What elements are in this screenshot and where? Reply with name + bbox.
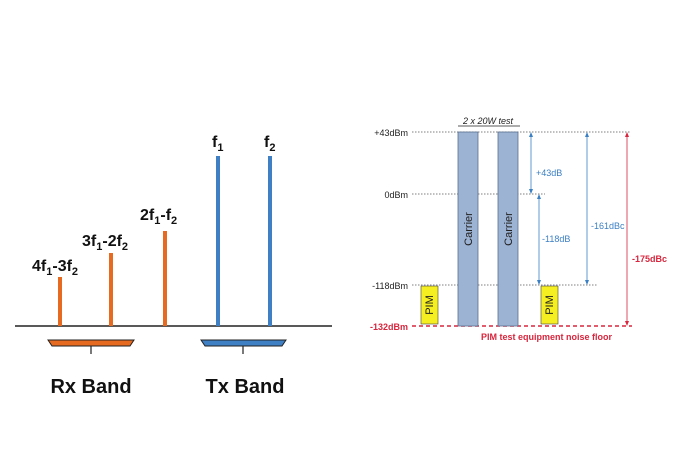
carrier-label-1: Carrier [463, 212, 475, 246]
tx-band-label: Tx Band [206, 376, 285, 398]
dim-arrow-175-head-top [625, 132, 629, 137]
level-label-top: +43dBm [374, 128, 408, 138]
dim-arrow-161-head-top [585, 132, 589, 137]
level-label-floor: -132dBm [370, 322, 408, 332]
carrier-bar-2 [497, 131, 519, 327]
rx-band-bracket [47, 339, 135, 347]
tone-label-4f1-3f2: 4f1-3f2 [32, 258, 78, 278]
tone-bar-f1 [216, 156, 220, 326]
tone-bar-2f1-f2 [163, 231, 167, 326]
tone-bar-f2 [268, 156, 272, 326]
level-label-pim: -118dBm [372, 281, 408, 291]
tone-label-f1: f1 [212, 134, 223, 154]
pim-label-left: PIM [424, 295, 436, 315]
tx-band-bracket [200, 339, 287, 347]
dim-arrow-161-head-bottom [585, 280, 589, 285]
dim-arrow-118-head-top [537, 194, 541, 199]
tone-bar-3f1-2f2 [109, 253, 113, 326]
tone-label-3f1-2f2: 3f1-2f2 [82, 233, 128, 253]
noise-floor-label: PIM test equipment noise floor [481, 332, 613, 342]
tone-label-2f1-f2: 2f1-f2 [140, 207, 177, 227]
dim-label-175: -175dBc [632, 254, 667, 264]
rx-band-label: Rx Band [50, 376, 131, 398]
dim-label-118: -118dB [542, 234, 570, 244]
tone-bar-4f1-3f2 [58, 277, 62, 326]
dim-arrow-43-head-top [529, 132, 533, 137]
carrier-label-2: Carrier [503, 212, 515, 246]
pim-label-right: PIM [544, 295, 556, 315]
dim-arrow-43-head-bottom [529, 189, 533, 194]
pim-box-right [540, 285, 559, 325]
test-title: 2 x 20W test [462, 116, 514, 126]
pim-box-left [420, 285, 439, 325]
dim-label-161: -161dBc [591, 221, 625, 231]
dim-arrow-118-head-bottom [537, 280, 541, 285]
tone-label-f2: f2 [264, 134, 275, 154]
level-label-zero: 0dBm [384, 190, 408, 200]
dim-arrow-175-head-bottom [625, 321, 629, 326]
dim-label-43: +43dB [536, 168, 562, 178]
carrier-bar-1 [457, 131, 479, 327]
